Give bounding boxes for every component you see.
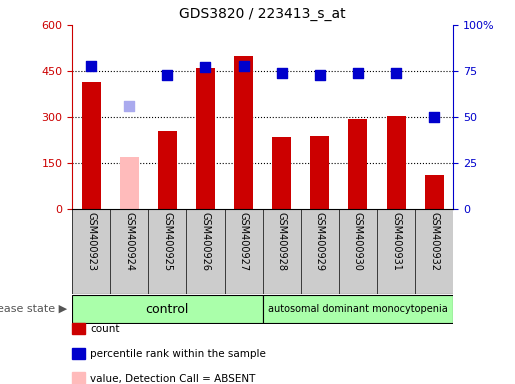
Bar bbox=[263, 295, 453, 323]
Bar bbox=[310, 136, 330, 209]
Point bbox=[278, 70, 286, 76]
Bar bbox=[158, 131, 177, 209]
Point bbox=[87, 63, 95, 69]
Text: GSM400925: GSM400925 bbox=[162, 212, 173, 271]
Point bbox=[125, 103, 133, 109]
Text: disease state ▶: disease state ▶ bbox=[0, 304, 67, 314]
Text: count: count bbox=[90, 324, 119, 334]
Text: GSM400927: GSM400927 bbox=[238, 212, 249, 271]
Bar bbox=[72, 295, 263, 323]
Point bbox=[354, 70, 362, 76]
Bar bbox=[196, 68, 215, 209]
Text: control: control bbox=[146, 303, 189, 316]
Bar bbox=[386, 116, 405, 209]
Point bbox=[163, 72, 171, 78]
Text: autosomal dominant monocytopenia: autosomal dominant monocytopenia bbox=[268, 304, 448, 314]
Text: GSM400923: GSM400923 bbox=[86, 212, 96, 271]
Bar bbox=[272, 137, 291, 209]
Point bbox=[430, 114, 438, 120]
Text: GSM400926: GSM400926 bbox=[200, 212, 211, 271]
Text: GSM400929: GSM400929 bbox=[315, 212, 325, 271]
Bar bbox=[234, 56, 253, 209]
Bar bbox=[119, 157, 139, 209]
Text: GSM400928: GSM400928 bbox=[277, 212, 287, 271]
Point bbox=[392, 70, 400, 76]
Text: percentile rank within the sample: percentile rank within the sample bbox=[90, 349, 266, 359]
Text: value, Detection Call = ABSENT: value, Detection Call = ABSENT bbox=[90, 374, 255, 384]
Point bbox=[316, 72, 324, 78]
Bar bbox=[81, 82, 100, 209]
Text: GSM400931: GSM400931 bbox=[391, 212, 401, 271]
Text: GSM400930: GSM400930 bbox=[353, 212, 363, 271]
Point bbox=[201, 64, 210, 70]
Text: GSM400932: GSM400932 bbox=[429, 212, 439, 271]
Point bbox=[239, 63, 248, 69]
Bar bbox=[348, 119, 367, 209]
Text: GSM400924: GSM400924 bbox=[124, 212, 134, 271]
Bar bbox=[424, 175, 443, 209]
Title: GDS3820 / 223413_s_at: GDS3820 / 223413_s_at bbox=[179, 7, 346, 21]
